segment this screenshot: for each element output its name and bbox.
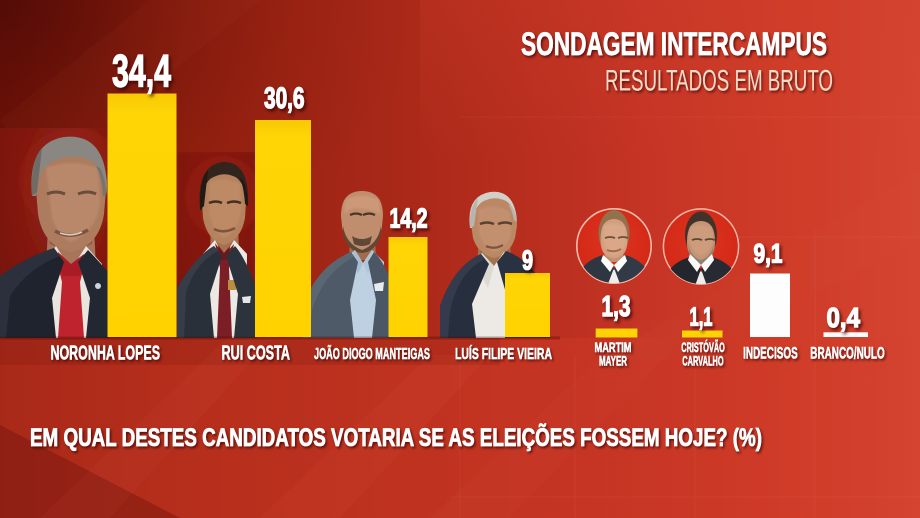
svg-text:RUI COSTA: RUI COSTA (222, 343, 291, 365)
svg-text:RESULTADOS EM BRUTO: RESULTADOS EM BRUTO (605, 65, 833, 98)
svg-text:9,1: 9,1 (754, 239, 783, 269)
svg-text:34,4: 34,4 (112, 46, 171, 97)
svg-text:JOÃO DIOGO MANTEIGAS: JOÃO DIOGO MANTEIGAS (314, 343, 430, 363)
svg-text:SONDAGEM INTERCAMPUS: SONDAGEM INTERCAMPUS (521, 26, 827, 62)
svg-text:NORONHA LOPES: NORONHA LOPES (51, 343, 161, 365)
svg-text:LUÍS FILIPE VIEIRA: LUÍS FILIPE VIEIRA (455, 344, 552, 363)
svg-text:INDECISOS: INDECISOS (743, 343, 798, 362)
svg-text:EM QUAL DESTES CANDIDATOS VOTA: EM QUAL DESTES CANDIDATOS VOTARIA SE AS … (30, 422, 762, 452)
svg-text:14,2: 14,2 (390, 203, 428, 234)
svg-text:30,6: 30,6 (264, 82, 305, 115)
svg-text:9: 9 (522, 245, 533, 276)
svg-text:MARTIM: MARTIM (595, 339, 632, 355)
svg-text:0,4: 0,4 (827, 302, 861, 333)
svg-text:CARVALHO: CARVALHO (682, 353, 724, 369)
svg-text:BRANCO/NULO: BRANCO/NULO (810, 343, 884, 362)
svg-text:1,1: 1,1 (690, 302, 713, 332)
svg-text:MAYER: MAYER (599, 353, 627, 369)
svg-text:1,3: 1,3 (602, 291, 631, 323)
svg-text:CRISTÓVÃO: CRISTÓVÃO (681, 338, 725, 355)
